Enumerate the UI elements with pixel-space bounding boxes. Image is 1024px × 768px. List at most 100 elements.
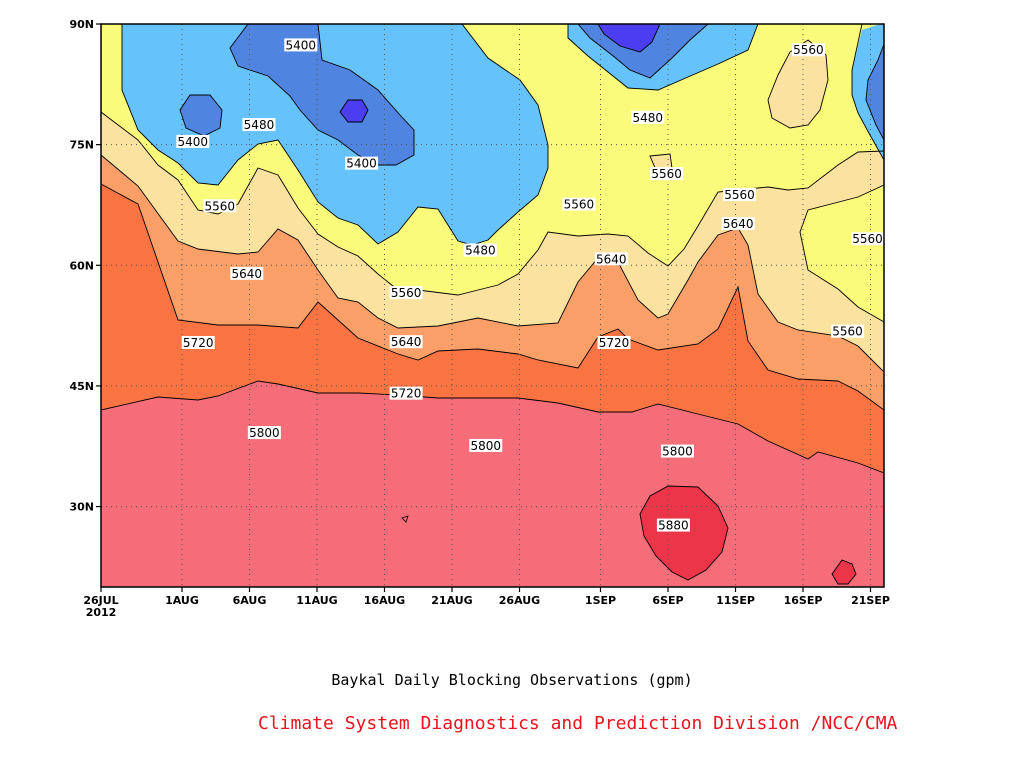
y-tick-label: 30N [69, 501, 94, 514]
contour-label-text: 5880 [658, 519, 689, 533]
contour-label-text: 5480 [465, 244, 496, 258]
contour-label: 5560 [791, 43, 825, 57]
contour-label: 5480 [463, 243, 497, 258]
contour-5480-east [851, 24, 884, 161]
contour-label: 5720 [389, 386, 423, 401]
contour-label: 5560 [851, 232, 884, 246]
contour-label: 5560 [562, 197, 596, 212]
contour-label-box [345, 156, 379, 170]
contour-label-box [389, 335, 423, 349]
contour-label-text: 5720 [391, 387, 422, 401]
contour-label-box [656, 518, 690, 532]
contour-label-box [181, 335, 215, 349]
contour-label: 5640 [389, 335, 423, 349]
contour-label-text: 5800 [249, 426, 280, 440]
x-tick-label: 16SEP [784, 594, 823, 607]
contour-label-text: 5400 [346, 157, 377, 171]
contour-5320-a [597, 24, 661, 53]
contour-5400-b [179, 94, 223, 137]
contour-label: 5800 [469, 438, 503, 453]
x-tick-label: 6SEP [652, 594, 683, 607]
contour-label: 5480 [631, 110, 665, 125]
contour-label: 5560 [389, 286, 423, 300]
x-tick-label: 11SEP [716, 594, 755, 607]
contour-label-text: 5480 [244, 118, 275, 132]
x-tick-label: 16AUG [364, 594, 405, 607]
contour-label: 5640 [721, 216, 755, 231]
contour-label-box [721, 216, 755, 230]
contour-label-box [389, 386, 423, 400]
contour-label-box [176, 134, 210, 148]
contour-label-box [242, 118, 276, 132]
region-tiny-triangle [401, 515, 409, 523]
contour-label-box [660, 444, 694, 458]
contour-label-box [594, 252, 628, 266]
contour-label: 5720 [597, 335, 631, 350]
contour-label: 5720 [181, 335, 215, 350]
x-tick-label: 2012 [86, 606, 117, 619]
y-tick-label: 75N [69, 139, 94, 152]
x-tick-label: 1AUG [165, 594, 199, 607]
grid [101, 24, 884, 587]
contour-label-text: 5800 [662, 445, 693, 459]
contour-label-box [463, 243, 497, 257]
contour-label-text: 5640 [232, 267, 263, 281]
contour-label: 5560 [723, 188, 757, 202]
contour-label: 5800 [247, 426, 281, 440]
x-tick-label: 26JUL [83, 594, 118, 607]
region-lt5320-b [340, 100, 368, 122]
contour-label-text: 5640 [723, 217, 754, 231]
region-lt5400-a [230, 24, 414, 165]
contour-label: 5400 [284, 38, 318, 52]
contour-label-text: 5640 [596, 252, 627, 266]
contour-label: 5560 [203, 199, 237, 213]
contour-label-text: 5560 [724, 188, 755, 202]
contour-5480-north [567, 24, 759, 91]
contour-5480 [121, 24, 549, 246]
contour-label-text: 5720 [183, 336, 214, 350]
region-5560-patch [650, 154, 672, 170]
contour-label-box [650, 167, 684, 181]
contour-label-text: 5560 [651, 167, 682, 181]
region-lt5400-d [866, 44, 884, 140]
contour-5400-c [577, 24, 709, 79]
contour-label-box [469, 438, 503, 452]
contour-label-text: 5400 [178, 135, 209, 149]
y-tick-label: 60N [69, 259, 94, 272]
contour-label-text: 5720 [599, 336, 630, 350]
contour-5560-south [799, 184, 884, 323]
x-tick-label: 21AUG [431, 594, 472, 607]
contour-label-box [723, 188, 757, 202]
contour-label-box [851, 232, 884, 246]
contour-label-box [230, 266, 264, 280]
contour-label-box [597, 335, 631, 349]
contour-label: 5400 [345, 156, 379, 171]
contour-5320-b [339, 99, 369, 123]
contour-label: 5640 [594, 252, 628, 266]
contour-5800 [101, 380, 884, 474]
contour-5880-b [831, 559, 857, 585]
contour-label-text: 5480 [632, 111, 663, 125]
contour-label-box [203, 199, 237, 213]
contour-label-text: 5560 [852, 232, 883, 246]
contour-label: 5560 [650, 167, 684, 181]
region-5560-topright [768, 40, 828, 128]
chart-caption: Baykal Daily Blocking Observations (gpm) [331, 671, 693, 689]
x-tick-label: 6AUG [233, 594, 267, 607]
region-lt5400-b [180, 95, 222, 136]
contour-5640 [101, 154, 884, 373]
x-tick-label: 1SEP [585, 594, 616, 607]
x-tick-label: 11AUG [296, 594, 337, 607]
y-axis-ticks: 30N 45N 60N 75N 90N [69, 18, 101, 514]
contour-label-box [389, 286, 423, 300]
contour-label-box [631, 110, 665, 124]
contour-label: 5480 [242, 118, 276, 132]
y-tick-label: 45N [69, 380, 94, 393]
contour-label-text: 5560 [832, 325, 863, 339]
contour-label-text: 5400 [286, 38, 317, 52]
x-tick-label: 26AUG [499, 594, 540, 607]
contour-label: 5880 [656, 518, 690, 533]
contour-label-box [791, 43, 825, 57]
